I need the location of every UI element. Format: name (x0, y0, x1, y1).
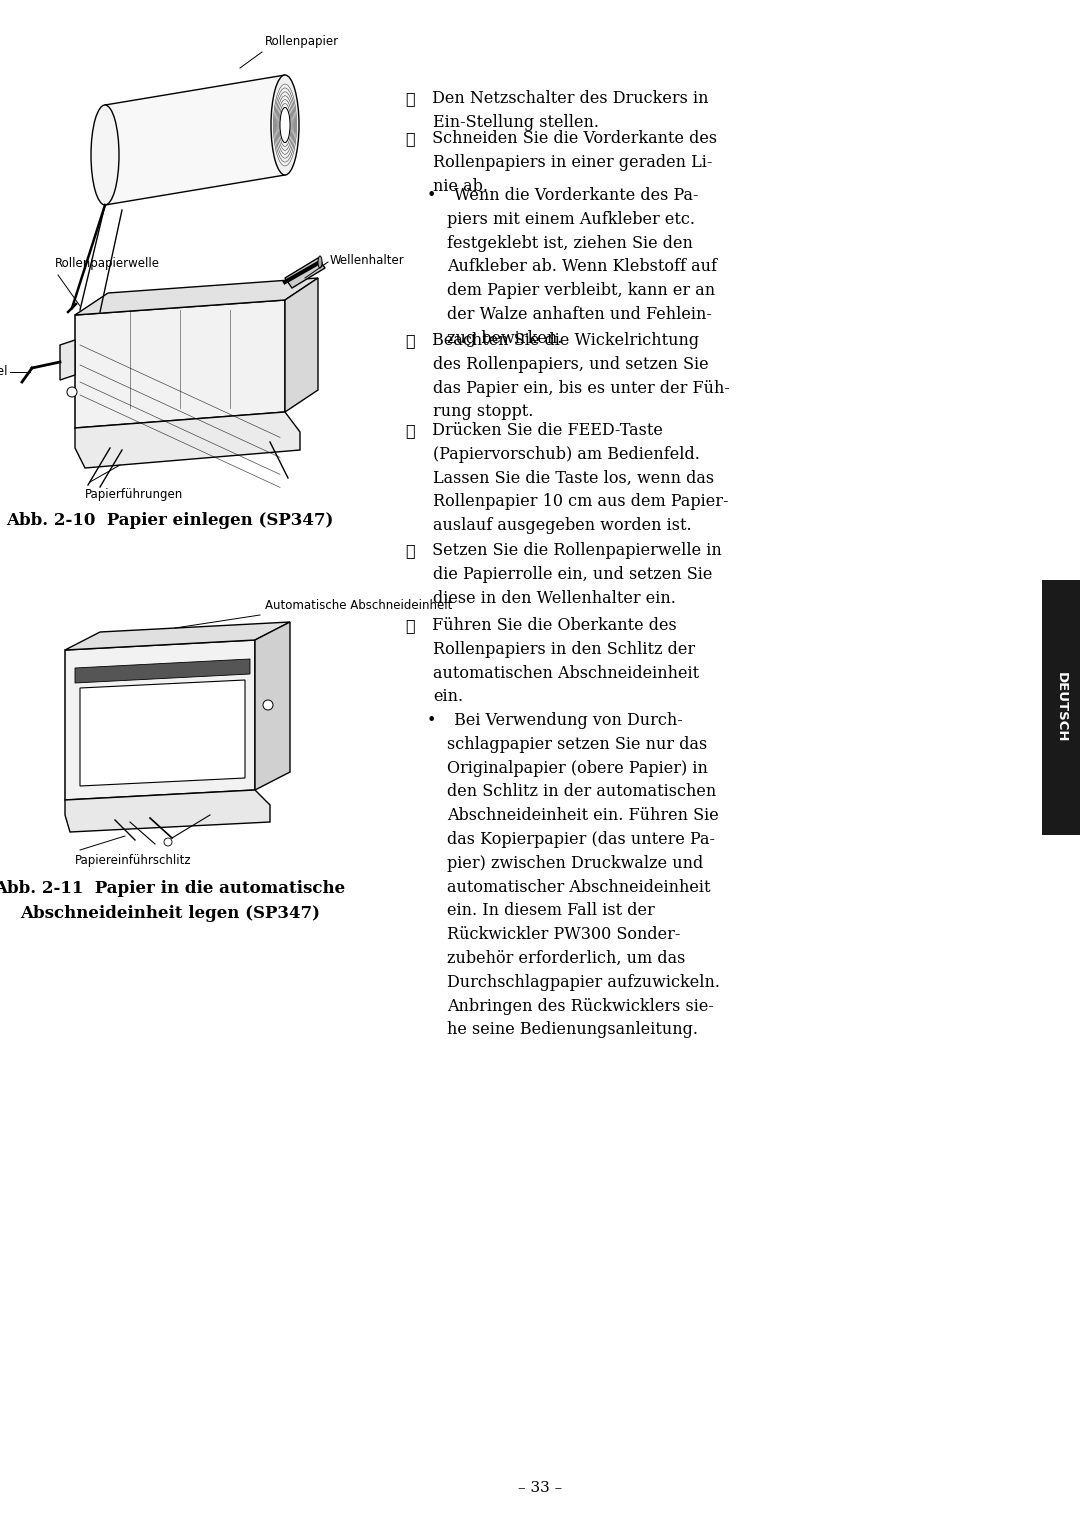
Text: – 33 –: – 33 – (518, 1481, 562, 1495)
Text: Papiereinführschlitz: Papiereinführschlitz (75, 854, 191, 868)
Circle shape (264, 701, 273, 710)
Text: des Rollenpapiers, und setzen Sie: des Rollenpapiers, und setzen Sie (433, 356, 708, 373)
Ellipse shape (280, 107, 291, 143)
Text: Abschneideinheit legen (SP347): Abschneideinheit legen (SP347) (21, 904, 320, 921)
Text: schlagpapier setzen Sie nur das: schlagpapier setzen Sie nur das (447, 736, 707, 753)
Text: Lassen Sie die Taste los, wenn das: Lassen Sie die Taste los, wenn das (433, 469, 714, 486)
Polygon shape (65, 639, 255, 800)
Text: Bei Verwendung von Durch-: Bei Verwendung von Durch- (449, 711, 683, 730)
Text: ④: ④ (405, 422, 415, 438)
Text: automatischen Abschneideinheit: automatischen Abschneideinheit (433, 665, 699, 682)
Text: ein.: ein. (433, 688, 463, 705)
Text: (Papiervorschub) am Bedienfeld.: (Papiervorschub) am Bedienfeld. (433, 446, 700, 463)
Text: den Schlitz in der automatischen: den Schlitz in der automatischen (447, 783, 716, 800)
Polygon shape (75, 300, 285, 428)
Text: rung stoppt.: rung stoppt. (433, 403, 534, 420)
Text: Aufkleber ab. Wenn Klebstoff auf: Aufkleber ab. Wenn Klebstoff auf (447, 259, 717, 276)
Circle shape (67, 386, 77, 397)
Text: Den Netzschalter des Druckers in: Den Netzschalter des Druckers in (427, 90, 708, 107)
Text: Schneiden Sie die Vorderkante des: Schneiden Sie die Vorderkante des (427, 130, 717, 147)
Text: nie ab.: nie ab. (433, 178, 488, 195)
Text: Wellenhalter: Wellenhalter (330, 253, 405, 267)
Text: automatischer Abschneideinheit: automatischer Abschneideinheit (447, 878, 711, 895)
Text: Abb. 2-11  Papier in die automatische: Abb. 2-11 Papier in die automatische (0, 880, 346, 897)
Text: Anbringen des Rückwicklers sie-: Anbringen des Rückwicklers sie- (447, 998, 714, 1015)
Text: das Kopierpapier (das untere Pa-: das Kopierpapier (das untere Pa- (447, 831, 715, 848)
Text: auslauf ausgegeben worden ist.: auslauf ausgegeben worden ist. (433, 517, 691, 533)
Text: DEUTSCH: DEUTSCH (1054, 673, 1067, 744)
Text: dem Papier verbleibt, kann er an: dem Papier verbleibt, kann er an (447, 282, 715, 299)
Polygon shape (65, 789, 270, 832)
Text: ein. In diesem Fall ist der: ein. In diesem Fall ist der (447, 903, 654, 920)
Polygon shape (75, 659, 249, 684)
Polygon shape (255, 622, 291, 789)
Text: Durchschlagpapier aufzuwickeln.: Durchschlagpapier aufzuwickeln. (447, 973, 720, 990)
Text: ⑤: ⑤ (405, 543, 415, 560)
Text: ③: ③ (405, 333, 415, 350)
Text: Rollenpapier 10 cm aus dem Papier-: Rollenpapier 10 cm aus dem Papier- (433, 494, 729, 510)
Text: diese in den Wellenhalter ein.: diese in den Wellenhalter ein. (433, 590, 676, 607)
Text: ⑥: ⑥ (405, 616, 415, 635)
Text: he seine Bedienungsanleitung.: he seine Bedienungsanleitung. (447, 1021, 698, 1038)
Polygon shape (75, 277, 318, 314)
Text: Abb. 2-10  Papier einlegen (SP347): Abb. 2-10 Papier einlegen (SP347) (6, 512, 334, 529)
Ellipse shape (318, 256, 322, 268)
Text: Automatische Abschneideinheit: Automatische Abschneideinheit (265, 599, 453, 612)
Text: Drücken Sie die FEED-Taste: Drücken Sie die FEED-Taste (427, 422, 663, 438)
Text: Originalpapier (obere Papier) in: Originalpapier (obere Papier) in (447, 759, 707, 777)
Text: •: • (427, 187, 436, 204)
Ellipse shape (271, 75, 299, 175)
Text: der Walze anhaften und Fehlein-: der Walze anhaften und Fehlein- (447, 307, 712, 323)
Text: das Papier ein, bis es unter der Füh-: das Papier ein, bis es unter der Füh- (433, 380, 730, 397)
Text: die Papierrolle ein, und setzen Sie: die Papierrolle ein, und setzen Sie (433, 566, 713, 583)
Text: •: • (427, 711, 436, 730)
Text: Rollenpapiers in einer geraden Li-: Rollenpapiers in einer geraden Li- (433, 153, 713, 170)
Text: zubehör erforderlich, um das: zubehör erforderlich, um das (447, 950, 686, 967)
Text: ①: ① (405, 90, 415, 107)
Polygon shape (65, 622, 291, 650)
Text: Rollenpapierwelle: Rollenpapierwelle (55, 258, 160, 270)
Text: piers mit einem Aufkleber etc.: piers mit einem Aufkleber etc. (447, 212, 696, 228)
Text: Rollenpapier: Rollenpapier (265, 35, 339, 48)
Text: Setzen Sie die Rollenpapierwelle in: Setzen Sie die Rollenpapierwelle in (427, 543, 721, 560)
Text: festgeklebt ist, ziehen Sie den: festgeklebt ist, ziehen Sie den (447, 235, 693, 251)
Text: Rollenpapiers in den Schlitz der: Rollenpapiers in den Schlitz der (433, 641, 696, 658)
Text: Ein-Stellung stellen.: Ein-Stellung stellen. (433, 113, 599, 130)
Text: pier) zwischen Druckwalze und: pier) zwischen Druckwalze und (447, 855, 703, 872)
Text: Beachten Sie die Wickelrichtung: Beachten Sie die Wickelrichtung (427, 333, 699, 350)
Polygon shape (285, 258, 325, 288)
Polygon shape (105, 75, 285, 205)
Polygon shape (75, 412, 300, 468)
Polygon shape (80, 681, 245, 786)
Text: Abschneideinheit ein. Führen Sie: Abschneideinheit ein. Führen Sie (447, 808, 719, 825)
Text: Führen Sie die Oberkante des: Führen Sie die Oberkante des (427, 616, 677, 635)
Text: ②: ② (405, 130, 415, 147)
Bar (1042, 579, 1080, 835)
Text: zug bewirken.: zug bewirken. (447, 330, 563, 346)
Text: Papierführungen: Papierführungen (85, 487, 184, 501)
Circle shape (164, 839, 172, 846)
Text: Wenn die Vorderkante des Pa-: Wenn die Vorderkante des Pa- (449, 187, 699, 204)
Text: Sperrhebel: Sperrhebel (0, 365, 8, 379)
Ellipse shape (91, 104, 119, 205)
Polygon shape (285, 277, 318, 412)
Text: Rückwickler PW300 Sonder-: Rückwickler PW300 Sonder- (447, 926, 680, 943)
Polygon shape (60, 340, 75, 380)
